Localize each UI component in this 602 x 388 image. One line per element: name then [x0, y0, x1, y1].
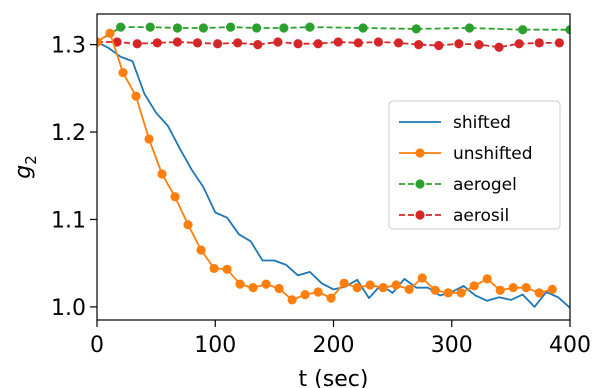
data-point-aerogel: [305, 22, 315, 32]
data-point-unshifted: [495, 285, 505, 295]
data-point-unshifted: [482, 274, 492, 284]
data-point-aerosil: [393, 38, 404, 48]
data-point-unshifted: [248, 283, 258, 293]
data-point-unshifted: [469, 281, 479, 291]
legend-marker-unshifted: [415, 148, 425, 158]
data-point-aerogel: [226, 22, 236, 32]
y-axis-label-subscript: 2: [22, 155, 40, 165]
data-point-unshifted: [352, 283, 362, 293]
data-point-aerogel: [198, 23, 209, 33]
data-point-unshifted: [118, 67, 128, 78]
data-point-unshifted: [131, 91, 141, 101]
data-point-aerogel: [518, 25, 528, 35]
series-line-shifted: [97, 41, 570, 309]
data-point-aerosil: [434, 40, 444, 51]
legend-marker-aerosil: [415, 210, 425, 220]
data-point-aerogel: [411, 24, 421, 34]
legend-label-aerogel: aerogel: [453, 175, 517, 195]
data-point-unshifted: [326, 293, 336, 303]
data-point-aerogel: [252, 23, 262, 33]
y-axis-label-main: g: [11, 165, 36, 179]
data-point-aerosil: [494, 42, 504, 52]
data-point-aerosil: [152, 38, 162, 48]
data-point-unshifted: [222, 264, 232, 274]
data-point-unshifted: [235, 279, 245, 289]
data-point-aerosil: [293, 39, 303, 49]
data-point-unshifted: [196, 245, 206, 255]
data-point-unshifted: [313, 287, 323, 297]
x-tick-label: 300: [431, 333, 473, 358]
legend: shifted unshifted aerogel aerosil: [388, 100, 561, 230]
data-point-aerosil: [554, 38, 564, 48]
data-point-aerogel: [279, 23, 289, 33]
data-point-unshifted: [521, 283, 531, 293]
data-point-aerogel: [145, 22, 155, 32]
y-axis-label: g2: [11, 155, 40, 179]
x-tick-label: 200: [313, 333, 355, 358]
data-point-aerosil: [514, 39, 524, 49]
data-point-unshifted: [287, 295, 297, 305]
x-tick-label: 0: [90, 333, 104, 358]
legend-box: [388, 100, 561, 230]
data-point-aerosil: [192, 38, 203, 48]
data-point-unshifted: [183, 220, 193, 230]
data-point-unshifted: [274, 283, 284, 294]
data-point-aerosil: [474, 40, 484, 50]
data-point-unshifted: [417, 273, 427, 283]
data-point-unshifted: [508, 283, 518, 293]
data-point-aerosil: [534, 38, 544, 48]
data-point-aerosil: [333, 37, 343, 47]
data-point-unshifted: [534, 288, 544, 298]
legend-label-aerosil: aerosil: [453, 206, 509, 226]
data-point-unshifted: [170, 192, 180, 202]
data-point-unshifted: [157, 169, 167, 179]
x-tick-label: 100: [194, 333, 236, 358]
data-point-aerosil: [112, 37, 122, 47]
x-axis-label: t (sec): [299, 367, 369, 388]
legend-label-shifted: shifted: [453, 113, 511, 133]
data-point-aerosil: [172, 37, 183, 47]
y-tick-label: 1.2: [51, 121, 86, 146]
data-point-unshifted: [430, 285, 440, 295]
data-point-aerogel: [464, 23, 475, 33]
data-point-unshifted: [404, 284, 414, 294]
data-point-unshifted: [391, 280, 401, 290]
data-point-aerosil: [454, 39, 464, 49]
legend-label-unshifted: unshifted: [453, 144, 533, 164]
data-point-unshifted: [209, 263, 219, 274]
x-tick-label: 400: [549, 333, 591, 358]
y-tick-label: 1.1: [51, 208, 86, 233]
data-point-unshifted: [97, 37, 102, 47]
axis-ticks: 0 100 200 300 400 1.0 1.1 1.2 1.3: [51, 34, 591, 358]
plot-area: [97, 22, 570, 309]
data-point-unshifted: [378, 283, 388, 293]
data-point-aerosil: [414, 40, 424, 50]
data-point-aerosil: [233, 38, 243, 48]
data-point-unshifted: [105, 28, 115, 38]
data-point-unshifted: [456, 288, 466, 298]
data-point-unshifted: [144, 134, 154, 144]
y-tick-label: 1.3: [51, 34, 86, 59]
data-point-aerosil: [132, 39, 142, 49]
y-tick-label: 1.0: [51, 296, 86, 321]
data-point-aerosil: [353, 38, 363, 48]
series-group: [97, 22, 570, 309]
data-point-aerosil: [273, 37, 283, 47]
data-point-aerosil: [253, 40, 263, 50]
data-point-aerosil: [373, 37, 384, 47]
data-point-unshifted: [261, 279, 271, 289]
data-point-unshifted: [547, 284, 557, 294]
data-point-aerogel: [358, 23, 368, 33]
data-point-unshifted: [300, 290, 310, 300]
data-point-unshifted: [339, 278, 349, 288]
data-point-aerogel: [116, 22, 126, 32]
data-point-aerosil: [213, 39, 223, 49]
legend-marker-aerogel: [415, 179, 425, 189]
data-point-unshifted: [365, 280, 375, 290]
data-point-aerogel: [565, 25, 570, 35]
data-point-aerogel: [172, 23, 183, 33]
data-point-unshifted: [443, 288, 453, 298]
data-point-aerosil: [313, 39, 323, 49]
